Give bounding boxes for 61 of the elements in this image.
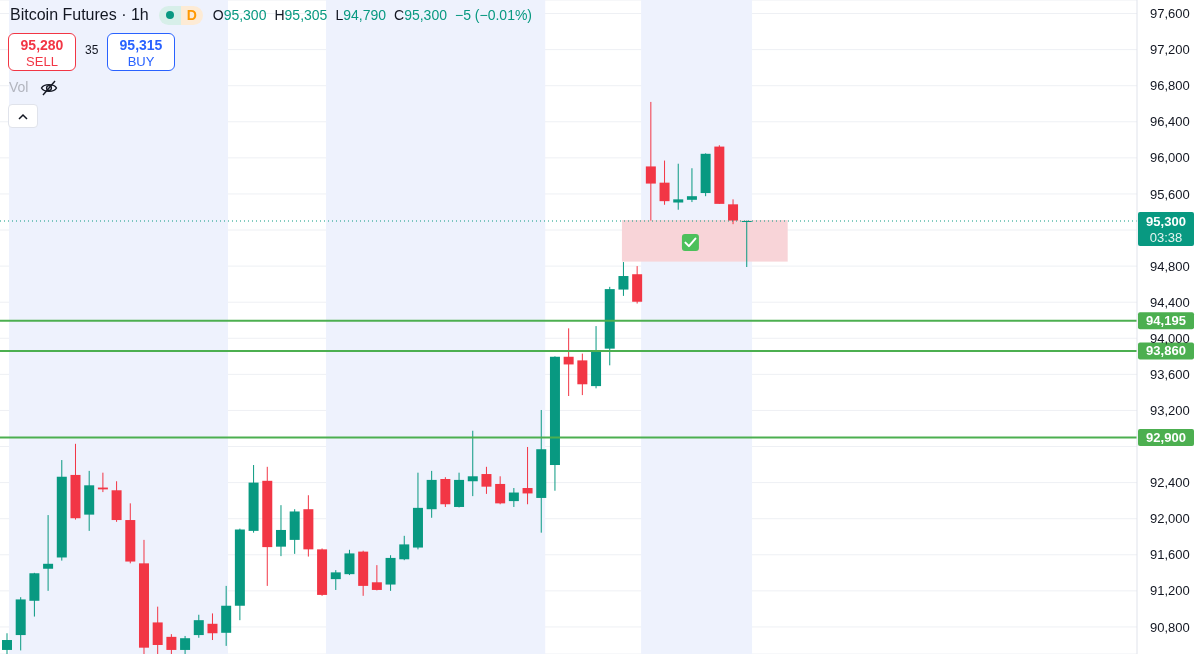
candlestick [645,101,656,222]
y-tick-label: 91,200 [1150,583,1190,599]
y-tick-label: 90,800 [1150,619,1190,635]
candlestick [43,514,54,592]
y-tick-label: 96,400 [1150,114,1190,130]
y-tick-label: 93,600 [1150,366,1190,382]
candlestick [207,612,218,641]
annotation: BUY [126,54,156,69]
candlestick [2,632,12,654]
y-tick-label: 96,000 [1150,150,1190,166]
candlestick [618,261,629,297]
sell-button: 95,280 SELL [8,33,76,71]
annotation: 95,280 [19,37,65,53]
y-tick-label: 95,600 [1150,186,1190,202]
annotation: H95,305 [274,7,328,23]
candlestick [275,504,286,557]
buy-button: 95,315 BUY [107,33,175,71]
candlestick [728,198,739,225]
y-tick-label: 94,800 [1150,258,1190,274]
ref-line-label: 93,860 [1146,343,1186,359]
y-tick-label: 94,000 [1150,330,1190,346]
candlestick [686,167,697,203]
candlestick [371,564,382,591]
text: 03:38 [1149,229,1183,245]
y-tick-label: 94,400 [1150,294,1190,310]
candlestick [659,160,670,206]
candlestick [467,430,478,497]
y-tick-label: 91,600 [1150,547,1190,563]
y-tick-label: 97,600 [1150,6,1190,22]
candlestick [152,606,163,654]
annotation: 95,315 [118,37,164,53]
candlestick [481,466,492,495]
annotation: 35 [85,43,99,57]
y-tick-label: 96,800 [1150,78,1190,94]
chart-title: Bitcoin Futures · 1h [10,6,149,24]
candlestick [330,569,341,591]
annotation: Vol [9,79,29,95]
candlestick [344,549,355,576]
y-tick-label: 93,200 [1150,403,1190,419]
candlestick [673,163,684,211]
candlestick [508,487,519,508]
candlestick [399,535,410,561]
y-tick-label: 97,200 [1150,42,1190,58]
ref-line-label: 94,195 [1146,313,1186,329]
candlestick [495,475,506,505]
candlestick [577,353,588,396]
candlestick [563,327,574,397]
candlestick [522,446,533,505]
ref-line-label: 92,900 [1146,430,1186,446]
y-tick-label: 92,000 [1150,511,1190,527]
annotation: O95,300 [212,7,267,23]
y-tick-label: 92,400 [1150,475,1190,491]
annotation: L94,790 [335,7,387,23]
annotation: C95,300 [394,7,447,23]
annotation: D [180,5,203,25]
annotation: SELL [25,54,59,69]
ref-line-label: 95,300 [1146,213,1186,229]
annotation: −5 (−0.01%) [454,7,533,23]
candlestick [180,635,191,654]
candlestick [193,614,204,639]
candlestick [166,633,177,654]
